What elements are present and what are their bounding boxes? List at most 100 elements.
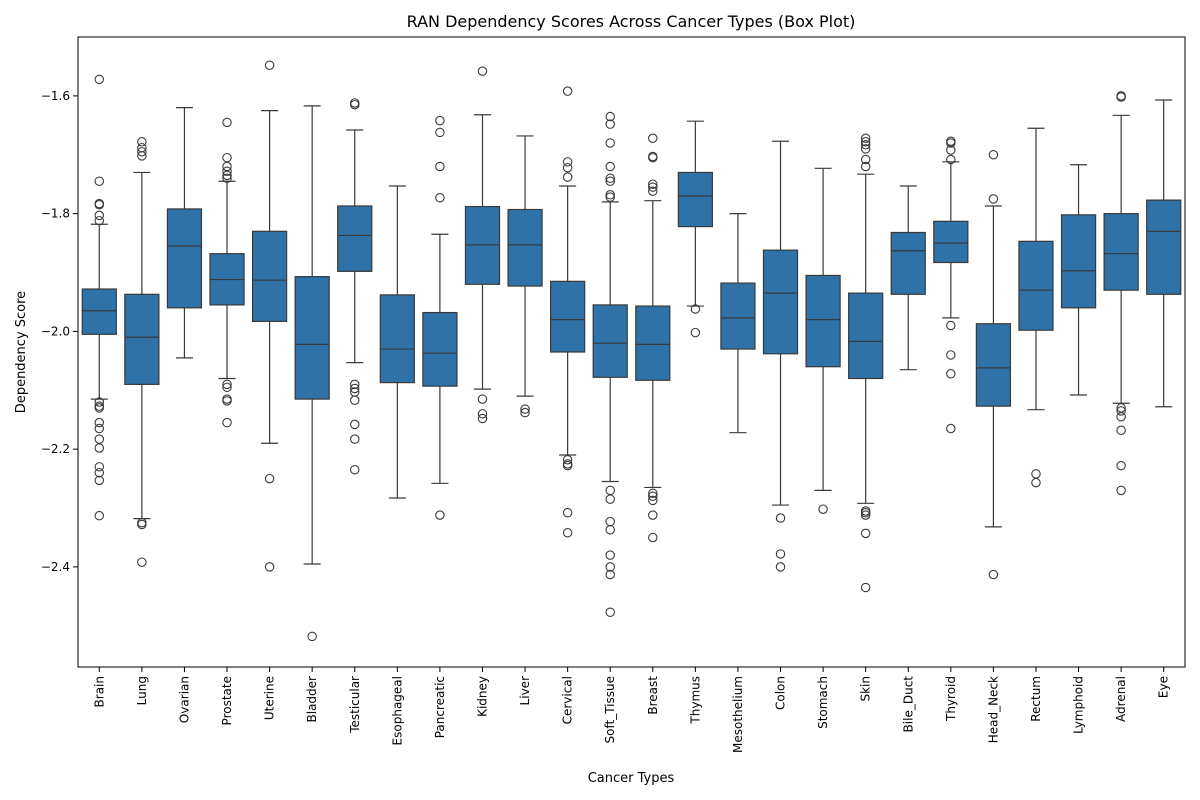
- outlier-point: [137, 147, 147, 157]
- iqr-box: [251, 230, 288, 322]
- outlier-point: [477, 409, 488, 419]
- outlier-point: [222, 152, 232, 163]
- iqr-box: [422, 311, 458, 387]
- outlier-point: [562, 157, 573, 167]
- outlier-point: [1116, 412, 1126, 422]
- outlier-point: [477, 413, 488, 424]
- x-tick-label: Brain: [92, 676, 106, 707]
- outlier-point: [435, 161, 445, 172]
- outlier-point: [562, 507, 573, 518]
- outlier-point: [94, 423, 105, 434]
- y-axis: −2.4 −2.2 −2.0 −1.8 −1.6: [41, 89, 78, 574]
- outlier-point: [605, 192, 615, 202]
- outlier-point: [349, 99, 360, 110]
- x-tick-label: Mesothelium: [731, 676, 745, 753]
- box-liver: [507, 135, 543, 418]
- iqr-box: [805, 274, 841, 368]
- box-rectum: [1018, 127, 1054, 488]
- outlier-point: [349, 419, 360, 430]
- x-tick-label: Cervical: [561, 676, 575, 724]
- outlier-point: [264, 473, 275, 484]
- outlier-point: [648, 510, 658, 520]
- outlier-point: [648, 186, 658, 197]
- outlier-point: [648, 179, 658, 189]
- outlier-point: [860, 528, 871, 539]
- outlier-point: [1031, 469, 1041, 479]
- outlier-point: [94, 176, 105, 187]
- iqr-box: [81, 288, 117, 335]
- outlier-point: [605, 190, 615, 200]
- outlier-point: [562, 86, 573, 96]
- outlier-point: [435, 192, 445, 203]
- outlier-point: [562, 528, 573, 538]
- outlier-point: [307, 631, 317, 642]
- outlier-point: [562, 454, 573, 465]
- outlier-point: [818, 504, 828, 514]
- iqr-box: [762, 249, 799, 355]
- y-tick-label: −2.4: [41, 560, 70, 574]
- y-tick-label: −1.6: [41, 89, 70, 103]
- y-axis-label: Dependency Score: [14, 291, 29, 413]
- outlier-point: [137, 151, 147, 161]
- x-tick-label: Rectum: [1029, 676, 1043, 722]
- outlier-point: [605, 485, 615, 496]
- outlier-point: [605, 550, 615, 560]
- outlier-point: [1116, 406, 1126, 416]
- outlier-point: [775, 513, 786, 523]
- iqr-box: [933, 220, 969, 264]
- outlier-point: [860, 510, 871, 520]
- x-tick-label: Ovarian: [177, 676, 191, 723]
- outlier-point: [1116, 485, 1126, 496]
- outlier-point: [988, 194, 999, 204]
- iqr-box: [720, 282, 756, 350]
- outlier-point: [648, 491, 658, 502]
- outlier-point: [605, 111, 615, 122]
- box-cervical: [550, 86, 586, 538]
- box-thyroid: [933, 136, 969, 434]
- outlier-point: [349, 379, 360, 390]
- outlier-point: [946, 423, 956, 434]
- outlier-point: [605, 525, 615, 535]
- outlier-point: [477, 394, 488, 404]
- x-tick-label: Thyroid: [944, 676, 958, 722]
- outlier-point: [349, 395, 360, 406]
- y-tick-label: −1.8: [41, 207, 70, 221]
- y-tick-label: −2.2: [41, 442, 70, 456]
- x-tick-label: Colon: [774, 676, 788, 710]
- outlier-point: [946, 138, 956, 148]
- iqr-box: [507, 208, 543, 287]
- outlier-point: [648, 532, 658, 543]
- outlier-point: [137, 519, 147, 530]
- outlier-point: [222, 379, 232, 390]
- outlier-point: [264, 60, 275, 71]
- outlier-point: [860, 154, 871, 165]
- box-colon: [762, 140, 799, 572]
- outlier-point: [222, 170, 232, 181]
- outlier-point: [605, 161, 615, 172]
- box-lymphoid: [1060, 164, 1097, 396]
- outlier-point: [860, 161, 871, 172]
- box-breast: [635, 133, 671, 543]
- outlier-point: [946, 369, 956, 379]
- iqr-box: [890, 231, 926, 295]
- box-adrenal: [1103, 91, 1139, 496]
- outlier-point: [94, 462, 105, 472]
- outlier-point: [1116, 92, 1126, 102]
- outlier-point: [648, 152, 658, 163]
- iqr-box: [166, 208, 203, 309]
- x-axis: Brain Lung Ovarian Prostate Uterine Bladder Te…: [92, 667, 1171, 753]
- x-tick-label: Stomach: [816, 676, 830, 729]
- box-pancreatic: [422, 115, 458, 520]
- outlier-point: [137, 137, 147, 147]
- box-esophageal: [379, 185, 415, 499]
- outlier-point: [648, 495, 658, 506]
- outlier-point: [605, 494, 615, 504]
- outlier-point: [94, 443, 105, 453]
- iqr-box: [592, 304, 628, 378]
- box-head_neck: [975, 150, 1012, 580]
- x-tick-label: Adrenal: [1114, 676, 1128, 722]
- outlier-point: [94, 215, 105, 226]
- iqr-box: [294, 276, 330, 400]
- outlier-point: [1031, 477, 1041, 488]
- outlier-point: [94, 403, 105, 413]
